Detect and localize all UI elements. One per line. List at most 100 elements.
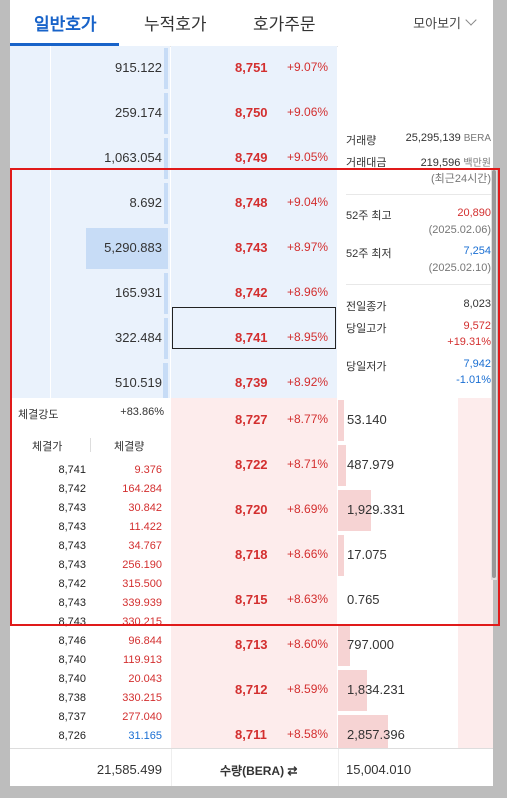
bid-price: 8,722 bbox=[235, 457, 268, 472]
ask-row[interactable]: 322.484 8,741 +8.95% bbox=[10, 316, 337, 362]
ask-row[interactable]: 259.174 8,750 +9.06% bbox=[10, 91, 337, 137]
ask-quantity-cell: 1,063.054 bbox=[10, 136, 170, 181]
trade-price: 8,742 bbox=[58, 483, 86, 495]
bid-price: 8,720 bbox=[235, 502, 268, 517]
day-low-label: 당일저가 bbox=[346, 361, 387, 373]
trade-volume: 339.939 bbox=[122, 597, 162, 609]
ask-depth-bar bbox=[164, 93, 168, 134]
trade-volume: 20.043 bbox=[128, 673, 162, 685]
bid-price-cell[interactable]: 8,712 +8.59% bbox=[171, 668, 337, 714]
bid-quantity-cell: 1,929.331 bbox=[338, 488, 457, 533]
ask-price-cell[interactable]: 8,748 +9.04% bbox=[171, 181, 337, 226]
ask-quantity-cell: 322.484 bbox=[10, 316, 170, 361]
trade-volume: 330.215 bbox=[122, 692, 162, 704]
trade-row: 8,743 339.939 bbox=[10, 597, 170, 616]
ask-price-cell[interactable]: 8,751 +9.07% bbox=[171, 46, 337, 91]
ask-change-pct: +9.06% bbox=[287, 105, 329, 119]
scrollbar-thumb[interactable] bbox=[492, 170, 496, 578]
trade-amount-note: (최근24시간) bbox=[430, 173, 491, 185]
trade-volume: 119.913 bbox=[123, 654, 162, 666]
divider bbox=[346, 284, 493, 285]
ask-price-cell[interactable]: 8,743 +8.97% bbox=[171, 226, 337, 271]
day-high-value: 9,572 bbox=[463, 320, 491, 332]
tab-general-orderbook[interactable]: 일반호가 bbox=[34, 15, 97, 34]
selected-price-indicator bbox=[172, 307, 336, 349]
ask-depth-bar bbox=[164, 138, 168, 179]
ask-change-pct: +9.07% bbox=[287, 60, 329, 74]
ask-depth-bar bbox=[164, 183, 168, 224]
ask-left-strip bbox=[10, 46, 51, 91]
bid-price: 8,713 bbox=[235, 637, 268, 652]
trade-row: 8,742 315.500 bbox=[10, 578, 170, 597]
ask-quantity: 165.931 bbox=[115, 285, 162, 300]
ask-left-strip bbox=[10, 181, 51, 226]
bid-price-cell[interactable]: 8,727 +8.77% bbox=[171, 398, 337, 444]
ask-price-cell[interactable]: 8,741 +8.95% bbox=[171, 316, 337, 361]
ask-depth-bar bbox=[164, 318, 168, 359]
bid-change-pct: +8.77% bbox=[287, 412, 329, 426]
ask-change-pct: +9.04% bbox=[287, 195, 329, 209]
bid-depth-bar bbox=[338, 670, 367, 711]
bid-quantity-cell: 53.140 bbox=[338, 398, 457, 443]
high-52w-label: 52주 최고 bbox=[346, 210, 392, 222]
bid-quantity-cell: 797.000 bbox=[338, 623, 457, 668]
ask-quantity-cell: 5,290.883 bbox=[10, 226, 170, 271]
bid-right-strip bbox=[458, 443, 493, 488]
bid-price-cell[interactable]: 8,715 +8.63% bbox=[171, 578, 337, 624]
ask-price: 8,750 bbox=[235, 105, 268, 120]
ask-row[interactable]: 5,290.883 8,743 +8.97% bbox=[10, 226, 337, 272]
ask-left-strip bbox=[10, 136, 51, 181]
trade-price: 8,746 bbox=[58, 635, 86, 647]
bid-price: 8,715 bbox=[235, 592, 268, 607]
ask-row[interactable]: 165.931 8,742 +8.96% bbox=[10, 271, 337, 317]
day-high-label: 당일고가 bbox=[346, 323, 387, 335]
trade-volume: 9.376 bbox=[134, 464, 162, 476]
bid-price-cell[interactable]: 8,713 +8.60% bbox=[171, 623, 337, 669]
bid-change-pct: +8.60% bbox=[287, 637, 329, 651]
bid-quantity: 17.075 bbox=[347, 547, 387, 562]
prev-close-value: 8,023 bbox=[463, 298, 491, 310]
trade-price-header: 체결가 bbox=[32, 441, 63, 453]
bid-price-cell[interactable]: 8,720 +8.69% bbox=[171, 488, 337, 534]
trade-row: 8,738 330.215 bbox=[10, 692, 170, 711]
bid-quantity: 1,834.231 bbox=[347, 682, 405, 697]
trade-price: 8,740 bbox=[58, 673, 86, 685]
tab-order-entry[interactable]: 호가주문 bbox=[253, 15, 316, 34]
bid-change-pct: +8.71% bbox=[287, 457, 329, 471]
ask-change-pct: +8.95% bbox=[287, 330, 329, 344]
ask-row[interactable]: 1,063.054 8,749 +9.05% bbox=[10, 136, 337, 182]
bid-right-strip bbox=[458, 668, 493, 713]
low-52w-date: (2025.02.10) bbox=[428, 262, 491, 274]
trade-price: 8,743 bbox=[58, 559, 86, 571]
highlight-box bbox=[10, 168, 500, 626]
trade-row: 8,743 11.422 bbox=[10, 521, 170, 540]
ask-price-cell[interactable]: 8,749 +9.05% bbox=[171, 136, 337, 181]
trade-price: 8,743 bbox=[58, 597, 86, 609]
tab-cumulative-orderbook[interactable]: 누적호가 bbox=[144, 15, 207, 34]
bid-price-cell[interactable]: 8,722 +8.71% bbox=[171, 443, 337, 489]
ask-row[interactable]: 915.122 8,751 +9.07% bbox=[10, 46, 337, 92]
trade-row: 8,740 119.913 bbox=[10, 654, 170, 673]
bid-depth-bar bbox=[338, 445, 346, 486]
view-mode-dropdown[interactable]: 모아보기 bbox=[405, 8, 483, 36]
bid-quantity-cell: 0.765 bbox=[338, 578, 457, 623]
ask-quantity: 1,063.054 bbox=[104, 150, 162, 165]
ask-quantity-cell: 915.122 bbox=[10, 46, 170, 91]
trade-price: 8,743 bbox=[58, 521, 86, 533]
trade-volume: 256.190 bbox=[122, 559, 162, 571]
trade-volume: 34.767 bbox=[128, 540, 162, 552]
trade-volume-header: 체결량 bbox=[114, 441, 145, 453]
ask-price-cell[interactable]: 8,742 +8.96% bbox=[171, 271, 337, 316]
bid-quantity-cell: 17.075 bbox=[338, 533, 457, 578]
prev-close-label: 전일종가 bbox=[346, 301, 387, 313]
ask-row[interactable]: 8.692 8,748 +9.04% bbox=[10, 181, 337, 227]
ask-quantity: 259.174 bbox=[115, 105, 162, 120]
trade-price: 8,742 bbox=[58, 578, 86, 590]
unit-toggle[interactable]: 수량(BERA) ⇄ bbox=[171, 749, 339, 786]
ask-depth-bar bbox=[164, 48, 168, 89]
ask-depth-bar bbox=[163, 363, 168, 404]
ask-price-cell[interactable]: 8,750 +9.06% bbox=[171, 91, 337, 136]
market-info-panel: 거래량 25,295,139 BERA 거래대금 219,596 백만원 (최근… bbox=[338, 46, 493, 396]
trade-volume: 277.040 bbox=[122, 711, 162, 723]
volume-label: 거래량 bbox=[346, 135, 377, 147]
